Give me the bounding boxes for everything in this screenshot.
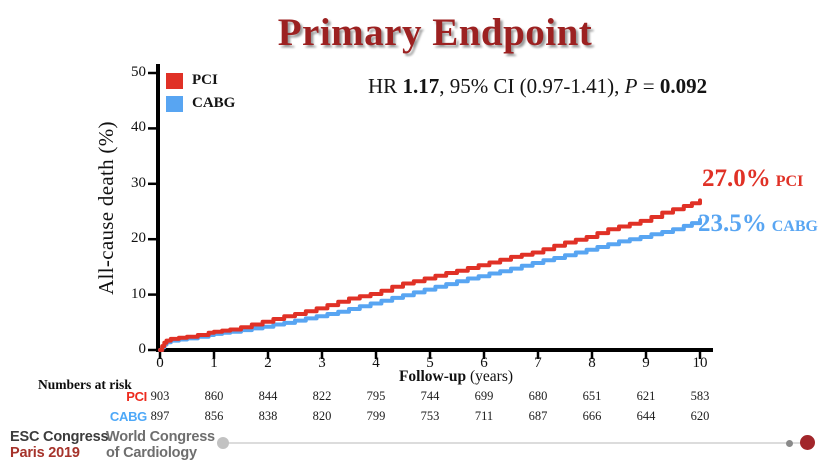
nar-cell-pci-year1: 860 [204, 389, 224, 403]
nar-cell-cabg-year2: 838 [258, 409, 278, 423]
hr-prefix: HR [368, 74, 403, 98]
hr-value: 1.17 [402, 74, 440, 98]
nar-cell-pci-year0: 903 [150, 389, 170, 403]
y-tick-20: 20 [131, 230, 146, 247]
world-congress-line1: World Congress [106, 429, 215, 445]
nar-cell-cabg-year8: 666 [582, 409, 602, 423]
nar-row-label-pci: PCI [126, 389, 147, 404]
cabg-endpoint-label: 23.5% CABG [698, 210, 818, 238]
nar-cell-pci-year10: 583 [690, 389, 710, 403]
page-title: Primary Endpoint [277, 11, 593, 54]
progress-handle[interactable] [217, 437, 229, 449]
nar-cell-pci-year8: 651 [582, 389, 602, 403]
hazard-ratio-statistics: HR 1.17, 95% CI (0.97-1.41), P = 0.092 [368, 74, 707, 99]
x-tick-7: 7 [534, 355, 542, 371]
survival-curves [158, 198, 702, 352]
progress-track [224, 442, 801, 444]
axes [148, 64, 713, 359]
nar-cell-cabg-year1: 856 [204, 409, 224, 423]
world-congress-line2: of Cardiology [106, 445, 197, 461]
x-tick-0: 0 [156, 355, 164, 371]
curve-cabg [158, 217, 702, 352]
y-tick-0: 0 [138, 341, 147, 357]
y-tick-10: 10 [131, 285, 146, 302]
nar-cell-cabg-year6: 711 [474, 409, 494, 423]
cabg-final-name: CABG [771, 218, 818, 235]
legend-label-pci: PCI [192, 72, 218, 88]
ci-text: , 95% CI (0.97-1.41), [439, 74, 625, 98]
cabg-final-value: 23.5% [698, 210, 767, 237]
y-tick-40: 40 [131, 119, 146, 136]
x-tick-4: 4 [372, 355, 380, 371]
nar-cell-pci-year6: 699 [474, 389, 494, 403]
nar-cell-cabg-year5: 753 [420, 409, 440, 423]
nar-cell-cabg-year7: 687 [528, 409, 548, 423]
progress-nav-dot[interactable] [786, 440, 793, 447]
x-tick-3: 3 [318, 355, 326, 371]
nar-cell-cabg-year10: 620 [690, 409, 710, 423]
cabg-color-swatch [166, 95, 183, 112]
p-value: 0.092 [659, 74, 708, 98]
nar-cell-pci-year9: 621 [636, 389, 656, 403]
esc-congress-logo: ESC Congress Paris 2019 [10, 429, 109, 461]
nar-cell-cabg-year0: 897 [150, 409, 170, 423]
nar-cell-cabg-year9: 644 [636, 409, 656, 423]
x-tick-9: 9 [642, 355, 650, 371]
x-axis-label-units: (years) [466, 368, 514, 385]
x-axis-label: Follow-up (years) [360, 368, 552, 386]
nar-cell-pci-year4: 795 [366, 389, 386, 403]
pci-endpoint-label: 27.0% PCI [702, 165, 803, 193]
chart-legend: PCI CABG [166, 69, 235, 115]
y-tick-50: 50 [131, 64, 146, 80]
y-axis-label: All-cause death (%) [94, 121, 118, 295]
pci-final-name: PCI [775, 173, 804, 190]
legend-label-cabg: CABG [192, 95, 236, 111]
nar-cell-cabg-year3: 820 [312, 409, 332, 423]
x-tick-8: 8 [588, 355, 596, 371]
esc-congress-line1: ESC Congress [10, 429, 109, 445]
esc-congress-line2: Paris 2019 [10, 445, 80, 461]
x-tick-2: 2 [264, 355, 272, 371]
pci-color-swatch [166, 72, 183, 89]
x-tick-5: 5 [426, 355, 434, 371]
nar-cell-pci-year5: 744 [420, 389, 440, 403]
numbers-at-risk-title: Numbers at risk [38, 377, 132, 392]
nar-cell-pci-year2: 844 [258, 389, 278, 403]
x-axis-label-bold: Follow-up [398, 368, 467, 385]
nar-cell-pci-year3: 822 [312, 389, 332, 403]
legend-item-pci: PCI [166, 69, 235, 92]
x-tick-10: 10 [692, 355, 708, 371]
nar-row-label-cabg: CABG [109, 409, 147, 424]
x-tick-1: 1 [210, 355, 218, 371]
progress-end-button[interactable] [800, 435, 815, 450]
y-tick-30: 30 [131, 174, 146, 191]
nar-cell-cabg-year4: 799 [366, 409, 386, 423]
p-label: P [624, 74, 638, 98]
legend-item-cabg: CABG [166, 92, 235, 115]
p-equals: = [637, 74, 660, 98]
x-tick-6: 6 [480, 355, 488, 371]
curve-pci [158, 198, 702, 352]
pci-final-value: 27.0% [702, 165, 771, 192]
nar-cell-pci-year7: 680 [528, 389, 548, 403]
world-congress-logo: World Congress of Cardiology [106, 429, 215, 461]
